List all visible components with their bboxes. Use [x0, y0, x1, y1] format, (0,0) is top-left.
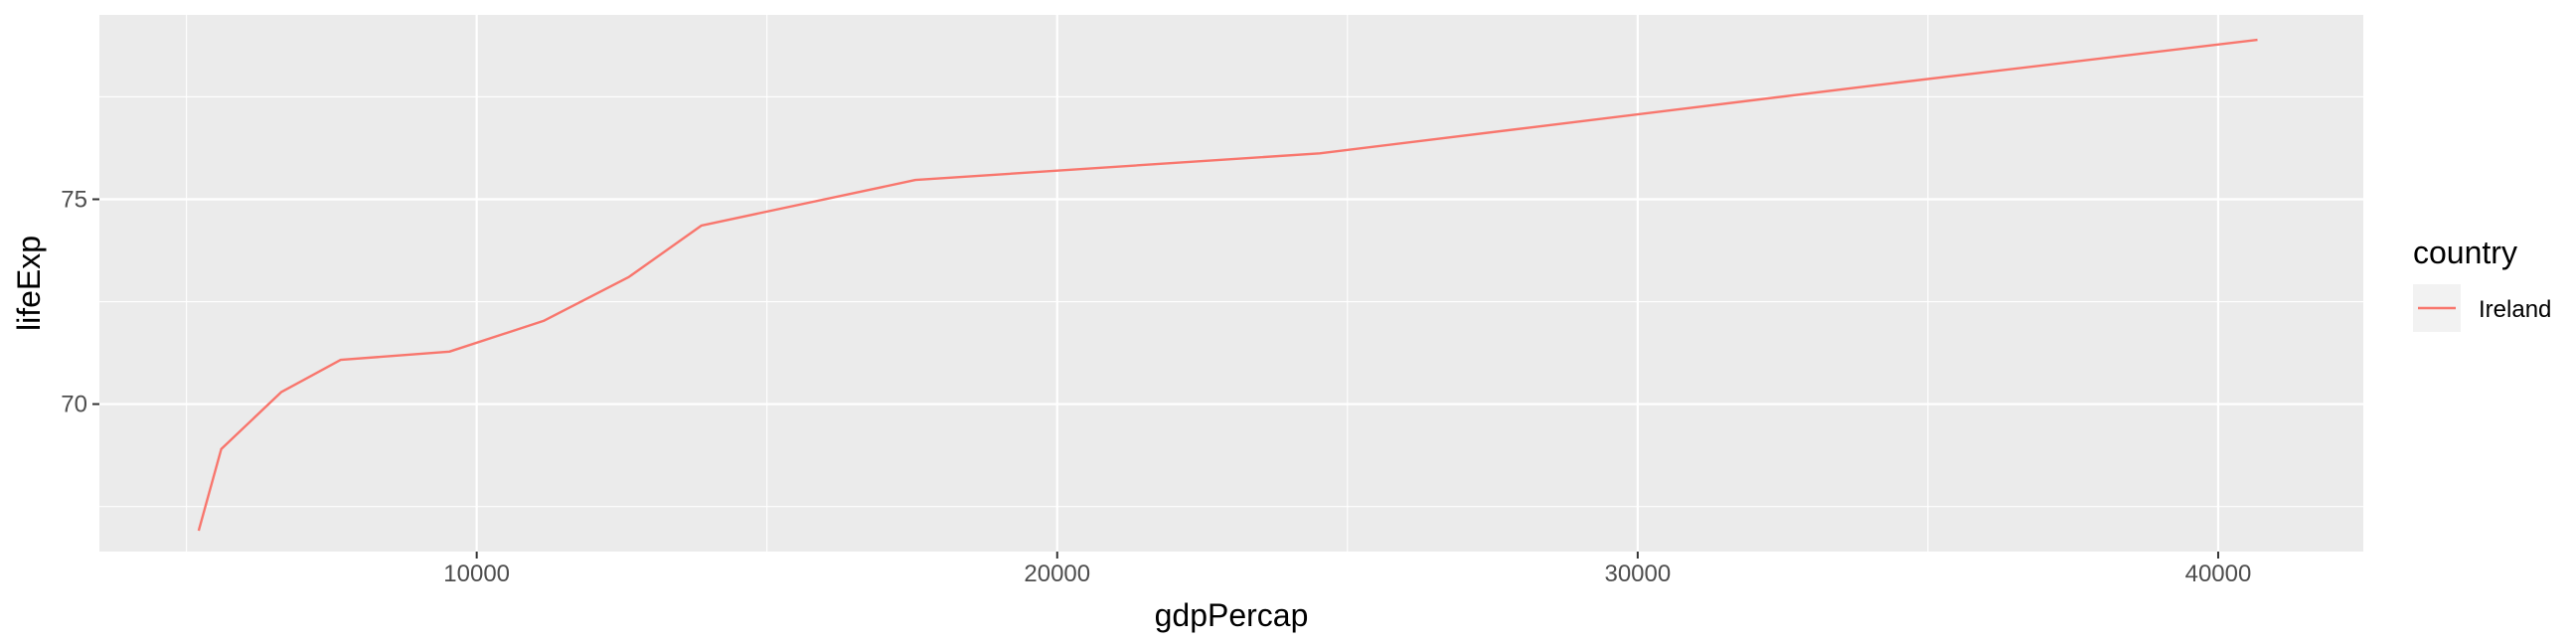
- legend: country Ireland: [2413, 235, 2551, 332]
- x-axis: 10000 20000 30000 40000: [443, 552, 2251, 587]
- x-tick-label: 20000: [1024, 561, 1090, 587]
- x-axis-title: gdpPercap: [1155, 597, 1309, 633]
- y-tick-label: 75: [61, 186, 87, 213]
- legend-title: country: [2413, 235, 2517, 270]
- x-tick-label: 30000: [1604, 561, 1671, 587]
- y-axis-title: lifeExp: [11, 236, 47, 331]
- y-tick-label: 70: [61, 392, 87, 418]
- panel-background: [99, 15, 2363, 552]
- legend-label-ireland: Ireland: [2479, 296, 2551, 323]
- series-line-ireland: [197, 38, 2258, 532]
- x-tick-label: 10000: [443, 561, 510, 587]
- y-axis: 70 75: [61, 186, 99, 418]
- x-tick-label: 40000: [2185, 561, 2252, 587]
- grid-major: [99, 15, 2363, 552]
- series-layer: [197, 38, 2258, 532]
